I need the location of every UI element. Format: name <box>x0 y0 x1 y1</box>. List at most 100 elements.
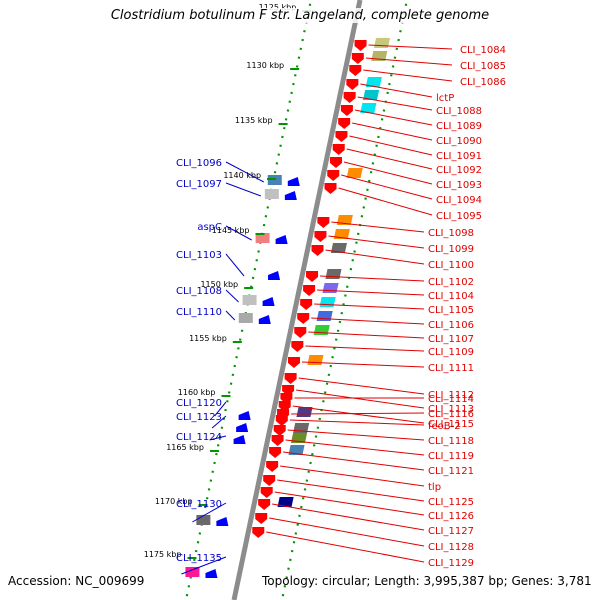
forward-gene-arrow <box>294 327 307 338</box>
reverse-leader-line <box>225 225 252 241</box>
gene-product-box <box>325 269 342 279</box>
forward-leader-line <box>360 83 433 98</box>
forward-leader-line <box>338 187 433 216</box>
forward-gene-arrow <box>300 299 313 310</box>
forward-gene-label: CLI_1118 <box>428 436 474 447</box>
guide-line-right <box>280 0 409 600</box>
forward-gene-arrow <box>332 144 345 155</box>
scale-label: 1150 kbp <box>200 280 238 289</box>
forward-gene-label: CLI_1093 <box>436 180 482 191</box>
forward-gene-arrow <box>273 425 286 436</box>
reverse-gene-arrow <box>275 235 288 244</box>
reverse-gene-label: CLI_1124 <box>176 432 222 443</box>
forward-leader-line <box>320 275 425 282</box>
forward-gene-arrow <box>260 487 273 498</box>
forward-gene-label: CLI_1115 <box>428 419 474 430</box>
forward-leader-line <box>292 405 425 424</box>
forward-gene-arrow <box>335 131 348 142</box>
forward-gene-label: CLI_1099 <box>428 244 474 255</box>
reverse-gene-label: CLI_1110 <box>176 307 222 318</box>
reverse-gene-label: CLI_1120 <box>176 398 222 409</box>
forward-gene-arrow <box>311 245 324 256</box>
forward-leader-line <box>301 361 425 368</box>
gene-features <box>185 38 391 578</box>
forward-leader-line <box>311 317 425 325</box>
reverse-gene-label: CLI_1097 <box>176 179 222 190</box>
forward-gene-arrow <box>340 105 353 116</box>
forward-gene-label: lctP <box>436 93 454 104</box>
reverse-gene-arrow <box>287 177 300 186</box>
reverse-leader-line <box>214 401 227 417</box>
scale-label: 1140 kbp <box>223 171 261 180</box>
gene-product-box <box>336 215 353 225</box>
forward-gene-label: CLI_1085 <box>460 61 506 72</box>
reverse-gene-label: CLI_1108 <box>176 286 222 297</box>
forward-leader-line <box>314 303 425 310</box>
forward-gene-arrow <box>287 357 300 368</box>
forward-gene-label: CLI_1111 <box>428 363 474 374</box>
guide-lines <box>184 0 409 600</box>
forward-leader-line <box>343 161 433 185</box>
forward-leader-line <box>349 135 433 156</box>
forward-gene-label: CLI_1126 <box>428 511 474 522</box>
forward-gene-arrow <box>354 40 367 51</box>
forward-gene-label: CLI_1116 <box>428 409 474 420</box>
forward-gene-label: CLI_1112 <box>428 390 474 401</box>
forward-gene-arrow <box>343 92 356 103</box>
forward-gene-label: CLI_1091 <box>436 151 482 162</box>
reverse-gene-arrow <box>238 411 251 420</box>
forward-gene-label: tlp <box>428 482 441 493</box>
forward-gene-label: CLI_1125 <box>428 497 474 508</box>
forward-leader-line <box>331 221 425 233</box>
forward-gene-arrow <box>269 447 282 458</box>
gene-product-box <box>362 90 380 100</box>
forward-gene-arrow <box>324 183 337 194</box>
forward-leader-line <box>328 235 425 249</box>
reverse-gene-arrow <box>216 517 229 526</box>
forward-gene-arrow <box>284 373 297 384</box>
forward-gene-label: CLI_1105 <box>428 305 474 316</box>
scale-label: 1175 kbp <box>144 550 182 559</box>
forward-gene-label: CLI_1109 <box>428 347 474 358</box>
reverse-leader-line <box>209 435 227 441</box>
forward-leader-line <box>272 503 425 531</box>
forward-gene-arrow <box>266 461 279 472</box>
forward-leader-line <box>289 419 425 426</box>
gene-product-box <box>360 103 377 113</box>
forward-gene-arrow <box>306 271 319 282</box>
forward-leader-line <box>280 465 425 487</box>
forward-leader-line <box>365 57 453 66</box>
forward-gene-arrow <box>303 285 316 296</box>
reverse-gene-arrow <box>258 315 271 324</box>
forward-leader-line <box>308 331 425 339</box>
scale-label: 1165 kbp <box>166 443 204 452</box>
forward-gene-label: CLI_1100 <box>428 260 474 271</box>
forward-leader-line <box>354 109 433 126</box>
reverse-leader-line <box>225 161 265 183</box>
gene-product-box <box>185 567 200 577</box>
gene-product-box <box>288 445 305 455</box>
gene-product-box <box>322 283 339 293</box>
reverse-gene-arrow <box>236 423 249 432</box>
reverse-gene-arrow <box>262 297 275 306</box>
forward-gene-label: CLI_1104 <box>428 291 474 302</box>
forward-gene-label: CLI_1129 <box>428 558 474 569</box>
scale-label: 1170 kbp <box>155 497 193 506</box>
forward-leader-line <box>287 429 425 441</box>
forward-gene-arrow <box>317 217 330 228</box>
forward-gene-arrow <box>327 170 340 181</box>
forward-gene-label: CLI_1119 <box>428 451 474 462</box>
gene-product-box <box>333 229 350 239</box>
forward-leader-line <box>266 531 425 563</box>
forward-gene-label: CLI_1092 <box>436 165 482 176</box>
scale-label: 1125 kbp <box>259 3 297 12</box>
scale-label: 1155 kbp <box>189 334 227 343</box>
reverse-leader-line <box>211 415 227 429</box>
forward-leader-line <box>296 389 425 409</box>
scale-label: 1130 kbp <box>246 61 284 70</box>
forward-gene-arrow <box>263 475 276 486</box>
forward-gene-arrow <box>275 415 288 426</box>
map-title: Clostridium botulinum F str. Langeland, … <box>0 8 600 23</box>
